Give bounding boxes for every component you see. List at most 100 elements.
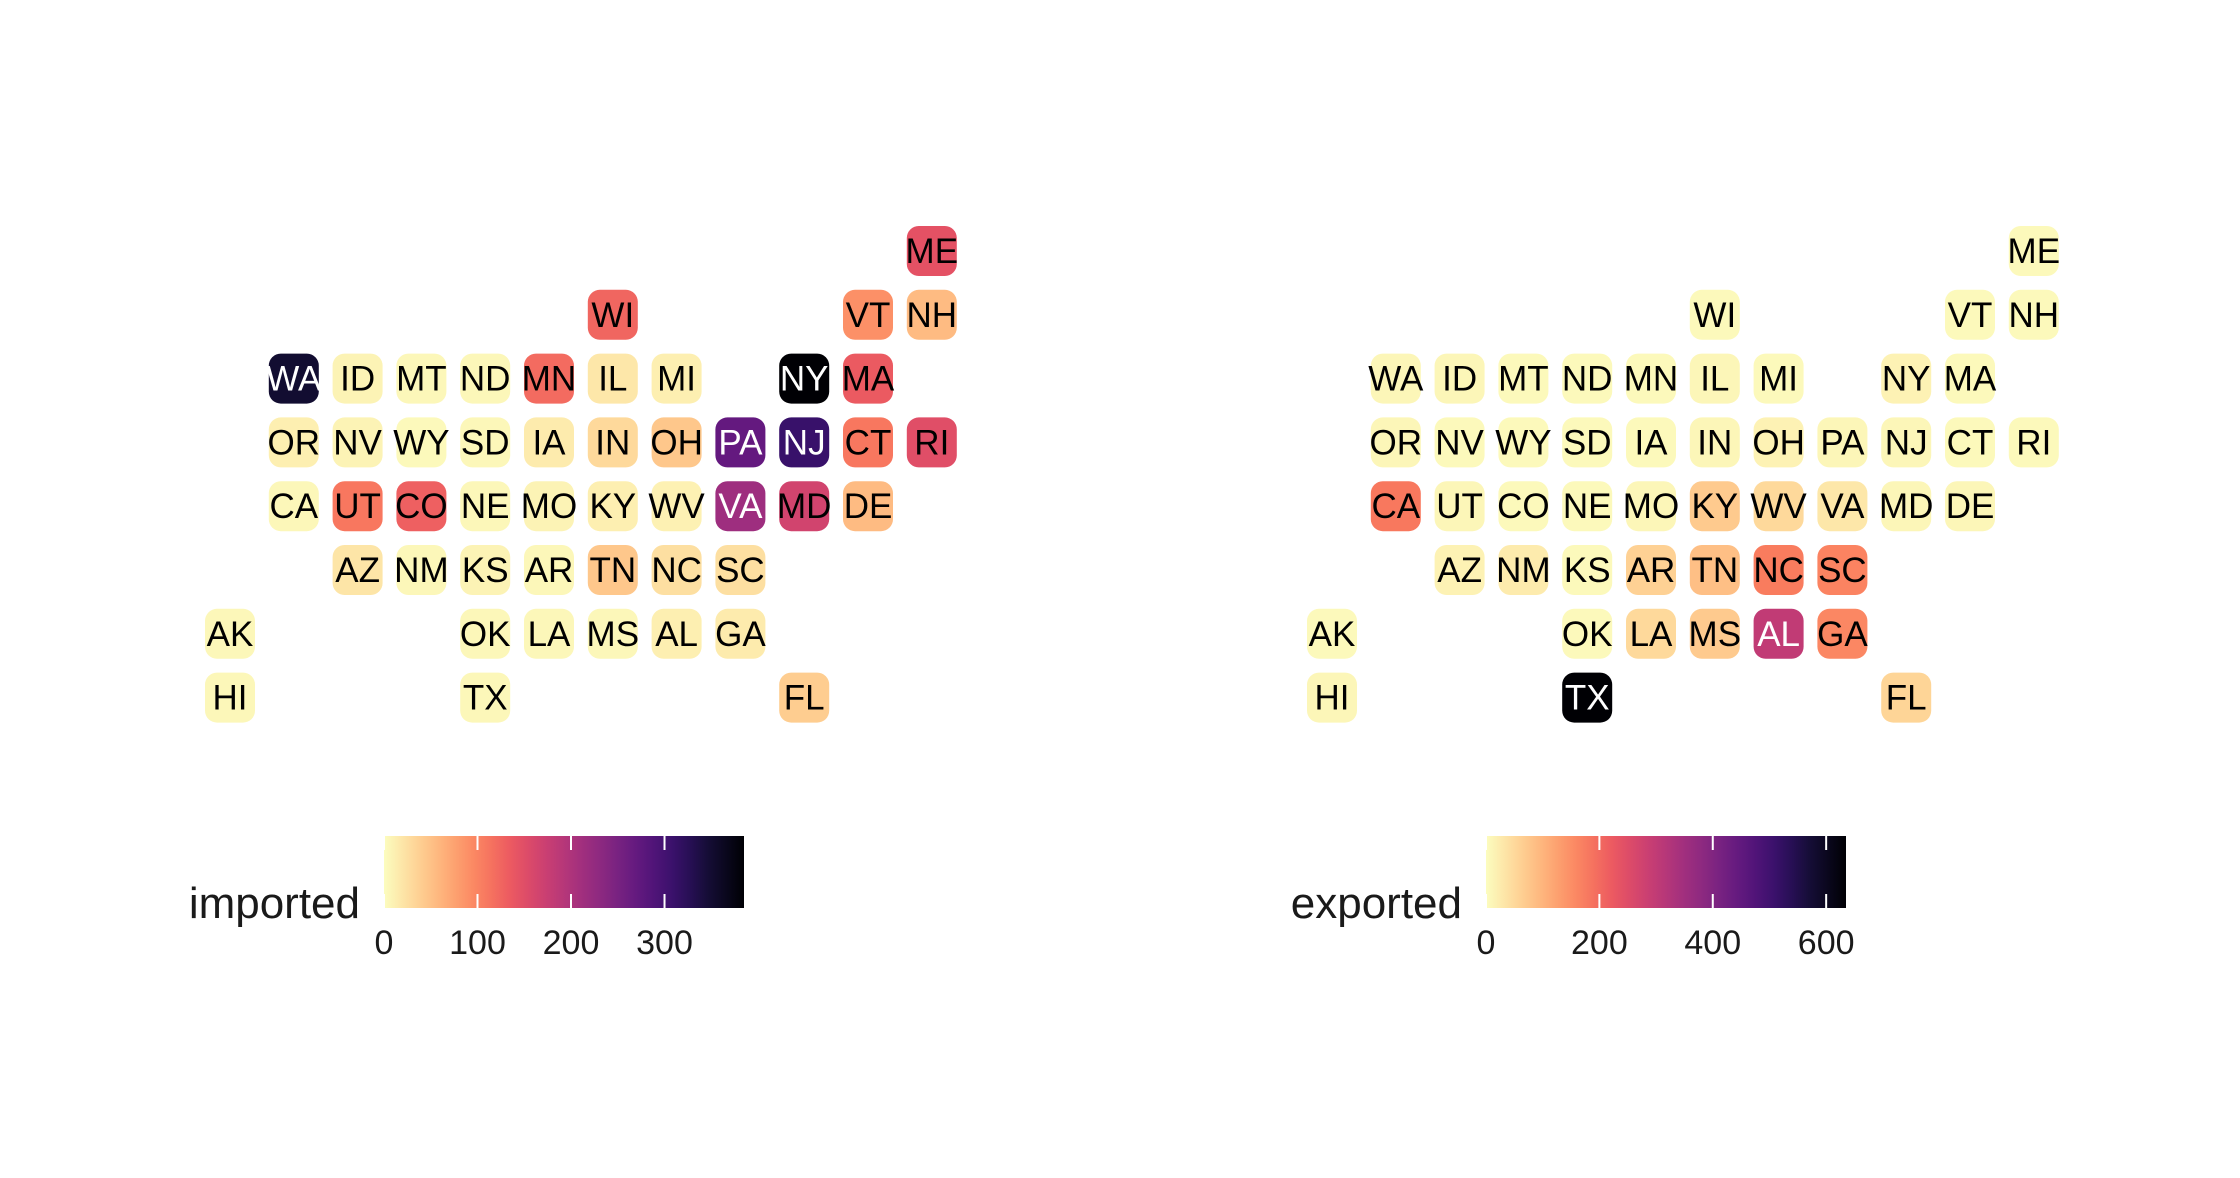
tile-fill: [1498, 545, 1549, 595]
tile-fill: [715, 481, 766, 532]
tile-fill: [1626, 417, 1676, 468]
tile-fill: [205, 672, 255, 723]
state-label: ID: [1442, 360, 1477, 399]
tile-fill: [2008, 289, 2059, 340]
state-label: NV: [1435, 423, 1484, 462]
state-label: MO: [1623, 487, 1679, 526]
state-label: OH: [650, 423, 703, 462]
tile-fill: [1881, 417, 1932, 468]
state-label: MS: [587, 615, 640, 654]
imported-colorbar: [384, 836, 744, 908]
tile-fill: [1753, 481, 1804, 532]
imported-tile-ga: GA: [715, 608, 766, 659]
state-label: MD: [777, 487, 831, 526]
state-label: MS: [1689, 615, 1742, 654]
exported-tile-nc: NC: [1753, 545, 1804, 595]
state-label: TN: [1691, 551, 1738, 590]
imported-tile-de: DE: [843, 481, 893, 532]
exported-tile-mo: MO: [1623, 481, 1679, 532]
imported-tile-nc: NC: [651, 545, 702, 595]
tile-fill: [2008, 417, 2059, 468]
state-label: KS: [462, 551, 509, 590]
exported-tile-ar: AR: [1626, 545, 1676, 595]
exported-tile-ct: CT: [1945, 417, 1995, 468]
state-label: MN: [1624, 360, 1678, 399]
tile-fill: [1562, 417, 1613, 468]
imported-tile-me: ME: [906, 226, 958, 276]
state-label: WA: [1368, 360, 1424, 399]
exported-tile-ms: MS: [1689, 608, 1742, 659]
state-label: MO: [521, 487, 577, 526]
tile-fill: [1753, 608, 1804, 659]
imported-tile-va: VA: [715, 481, 766, 532]
state-label: NM: [394, 551, 448, 590]
imported-tile-ma: MA: [842, 353, 895, 404]
exported-tile-wy: WY: [1495, 417, 1552, 468]
state-label: NJ: [783, 423, 826, 462]
tile-fill: [1498, 481, 1549, 532]
imported-tile-id: ID: [332, 353, 383, 404]
state-label: GA: [1817, 615, 1868, 654]
state-label: OK: [460, 615, 511, 654]
state-label: HI: [1315, 679, 1350, 718]
tile-fill: [1753, 545, 1804, 595]
state-label: KS: [1564, 551, 1611, 590]
tile-fill: [651, 545, 702, 595]
exported-tile-wi: WI: [1689, 289, 1740, 340]
exported-tile-or: OR: [1370, 417, 1422, 468]
tile-fill: [906, 417, 957, 468]
exported-tile-nh: NH: [2008, 289, 2059, 340]
state-label: WA: [266, 360, 322, 399]
state-label: NC: [1753, 551, 1804, 590]
exported-tile-il: IL: [1689, 353, 1740, 404]
imported-tile-mn: MN: [522, 353, 576, 404]
tile-fill: [1498, 417, 1549, 468]
tile-fill: [1498, 353, 1549, 404]
exported-tile-oh: OH: [1752, 417, 1805, 468]
imported-tile-mt: MT: [396, 353, 447, 404]
state-label: FL: [1886, 679, 1927, 718]
state-label: ND: [1562, 360, 1613, 399]
state-label: IA: [1634, 423, 1668, 462]
imported-colorbar-tick: 0: [375, 836, 393, 962]
exported-colorbar-tick: 400: [1684, 836, 1741, 962]
exported-tile-nd: ND: [1562, 353, 1613, 404]
tile-fill: [1689, 353, 1740, 404]
exported-colorbar-tick: 0: [1477, 836, 1495, 962]
exported-tile-az: AZ: [1434, 545, 1485, 595]
imported-colorbar-tick: 100: [449, 836, 506, 962]
imported-tile-nj: NJ: [779, 417, 830, 468]
tile-fill: [1626, 545, 1676, 595]
exported-colorbar: [1486, 836, 1846, 908]
state-label: ME: [2008, 232, 2061, 271]
state-label: PA: [718, 423, 763, 462]
exported-tile-wa: WA: [1368, 353, 1424, 404]
exported-tile-fl: FL: [1881, 672, 1932, 723]
tile-fill: [1434, 481, 1485, 532]
tile-fill: [1307, 608, 1357, 659]
imported-tile-ut: UT: [332, 481, 383, 532]
state-label: AL: [655, 615, 698, 654]
exported-tile-wv: WV: [1750, 481, 1807, 532]
tile-fill: [460, 545, 511, 595]
state-label: VT: [1948, 296, 1993, 335]
tile-fill: [587, 481, 638, 532]
tile-fill: [1689, 417, 1740, 468]
exported-legend-title: exported: [1291, 879, 1462, 928]
tile-fill: [779, 481, 830, 532]
state-label: VT: [846, 296, 891, 335]
exported-tile-al: AL: [1753, 608, 1804, 659]
tile-fill: [460, 417, 511, 468]
tile-fill: [1817, 417, 1868, 468]
imported-tile-hi: HI: [205, 672, 255, 723]
tile-fill: [715, 417, 766, 468]
tile-fill: [332, 417, 383, 468]
tile-fill: [1689, 545, 1740, 595]
state-label: MA: [842, 360, 895, 399]
tile-fill: [906, 289, 957, 340]
tile-fill: [1753, 353, 1804, 404]
state-label: IN: [595, 423, 630, 462]
imported-colorbar-tick: 200: [543, 836, 599, 962]
state-label: WY: [1495, 423, 1551, 462]
imported-tile-nh: NH: [906, 289, 957, 340]
